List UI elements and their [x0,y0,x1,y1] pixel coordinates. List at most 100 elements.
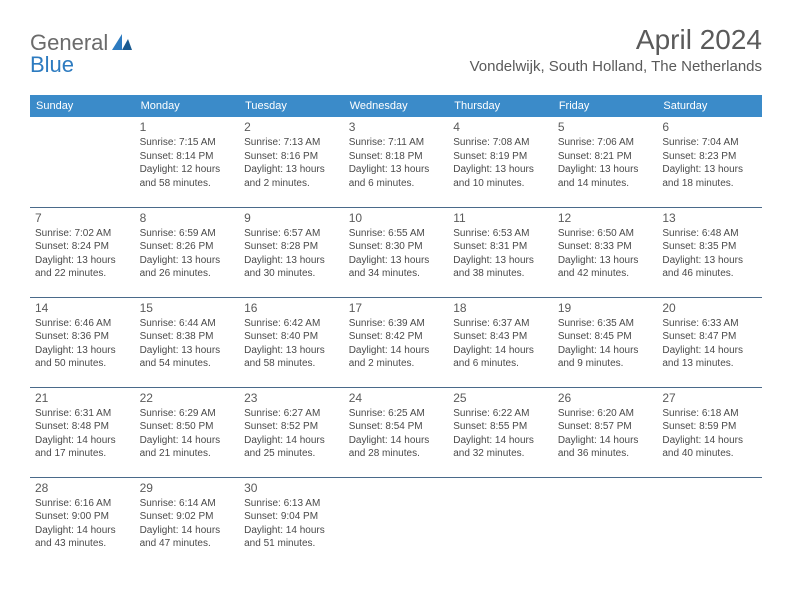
day-info: Sunrise: 6:25 AMSunset: 8:54 PMDaylight:… [349,407,444,461]
header: General April 2024 Vondelwijk, South Hol… [30,24,762,75]
calendar-day-cell: 17 Sunrise: 6:39 AMSunset: 8:42 PMDayligh… [344,297,449,387]
calendar-day-cell [657,477,762,567]
calendar-body: 1 Sunrise: 7:15 AMSunset: 8:14 PMDaylight… [30,117,762,567]
weekday-header: Monday [135,95,240,117]
day-info: Sunrise: 6:46 AMSunset: 8:36 PMDaylight:… [35,317,130,371]
day-info: Sunrise: 7:02 AMSunset: 8:24 PMDaylight:… [35,227,130,281]
calendar-day-cell: 4Sunrise: 7:08 AMSunset: 8:19 PMDaylight… [448,117,553,207]
day-number: 17 [349,301,444,315]
day-number: 15 [140,301,235,315]
calendar-day-cell: 6Sunrise: 7:04 AMSunset: 8:23 PMDaylight… [657,117,762,207]
calendar-day-cell: 11 Sunrise: 6:53 AMSunset: 8:31 PMDayligh… [448,207,553,297]
day-number: 13 [662,211,757,225]
weekday-header: Thursday [448,95,553,117]
calendar-day-cell: 2 Sunrise: 7:13 AMSunset: 8:16 PMDaylight… [239,117,344,207]
logo-text-blue: Blue [30,52,74,78]
day-number: 8 [140,211,235,225]
calendar-day-cell: 30Sunrise: 6:13 AMSunset: 9:04 PMDayligh… [239,477,344,567]
calendar-day-cell: 21 Sunrise: 6:31 AMSunset: 8:48 PMDayligh… [30,387,135,477]
day-number: 1 [140,120,235,134]
day-number: 7 [35,211,130,225]
day-info: Sunrise: 7:08 AMSunset: 8:19 PMDaylight:… [453,136,548,190]
day-info: Sunrise: 6:14 AMSunset: 9:02 PMDaylight:… [140,497,235,551]
day-info: Sunrise: 6:22 AMSunset: 8:55 PMDaylight:… [453,407,548,461]
day-info: Sunrise: 6:35 AMSunset: 8:45 PMDaylight:… [558,317,653,371]
calendar-week-row: 7 Sunrise: 7:02 AMSunset: 8:24 PMDaylight… [30,207,762,297]
day-info: Sunrise: 6:31 AMSunset: 8:48 PMDaylight:… [35,407,130,461]
page: General April 2024 Vondelwijk, South Hol… [0,0,792,567]
calendar-day-cell: 29 Sunrise: 6:14 AMSunset: 9:02 PMDayligh… [135,477,240,567]
calendar-day-cell: 1 Sunrise: 7:15 AMSunset: 8:14 PMDaylight… [135,117,240,207]
weekday-header: Saturday [657,95,762,117]
day-number: 11 [453,211,548,225]
day-number: 12 [558,211,653,225]
calendar-day-cell: 8 Sunrise: 6:59 AMSunset: 8:26 PMDaylight… [135,207,240,297]
day-info: Sunrise: 6:37 AMSunset: 8:43 PMDaylight:… [453,317,548,371]
day-info: Sunrise: 6:33 AMSunset: 8:47 PMDaylight:… [662,317,757,371]
day-info: Sunrise: 6:53 AMSunset: 8:31 PMDaylight:… [453,227,548,281]
weekday-header: Sunday [30,95,135,117]
day-number: 9 [244,211,339,225]
day-number: 19 [558,301,653,315]
weekday-header: Tuesday [239,95,344,117]
day-number: 10 [349,211,444,225]
calendar-day-cell: 23Sunrise: 6:27 AMSunset: 8:52 PMDayligh… [239,387,344,477]
calendar-week-row: 1 Sunrise: 7:15 AMSunset: 8:14 PMDaylight… [30,117,762,207]
day-info: Sunrise: 7:06 AMSunset: 8:21 PMDaylight:… [558,136,653,190]
day-info: Sunrise: 6:57 AMSunset: 8:28 PMDaylight:… [244,227,339,281]
calendar-table: Sunday Monday Tuesday Wednesday Thursday… [30,95,762,567]
day-info: Sunrise: 6:13 AMSunset: 9:04 PMDaylight:… [244,497,339,551]
calendar-day-cell: 16Sunrise: 6:42 AMSunset: 8:40 PMDayligh… [239,297,344,387]
day-info: Sunrise: 6:20 AMSunset: 8:57 PMDaylight:… [558,407,653,461]
day-number: 22 [140,391,235,405]
calendar-day-cell: 26 Sunrise: 6:20 AMSunset: 8:57 PMDayligh… [553,387,658,477]
calendar-day-cell: 20Sunrise: 6:33 AMSunset: 8:47 PMDayligh… [657,297,762,387]
day-number: 25 [453,391,548,405]
weekday-header-row: Sunday Monday Tuesday Wednesday Thursday… [30,95,762,117]
calendar-day-cell: 7 Sunrise: 7:02 AMSunset: 8:24 PMDaylight… [30,207,135,297]
day-info: Sunrise: 6:39 AMSunset: 8:42 PMDaylight:… [349,317,444,371]
day-info: Sunrise: 7:15 AMSunset: 8:14 PMDaylight:… [140,136,235,190]
day-number: 16 [244,301,339,315]
day-number: 27 [662,391,757,405]
calendar-week-row: 28Sunrise: 6:16 AMSunset: 9:00 PMDayligh… [30,477,762,567]
calendar-day-cell: 18 Sunrise: 6:37 AMSunset: 8:43 PMDayligh… [448,297,553,387]
calendar-week-row: 21 Sunrise: 6:31 AMSunset: 8:48 PMDayligh… [30,387,762,477]
day-number: 2 [244,120,339,134]
day-info: Sunrise: 6:59 AMSunset: 8:26 PMDaylight:… [140,227,235,281]
location-subtitle: Vondelwijk, South Holland, The Netherlan… [470,58,762,75]
calendar-day-cell: 22 Sunrise: 6:29 AMSunset: 8:50 PMDayligh… [135,387,240,477]
day-number: 26 [558,391,653,405]
calendar-day-cell: 25 Sunrise: 6:22 AMSunset: 8:55 PMDayligh… [448,387,553,477]
calendar-day-cell: 9 Sunrise: 6:57 AMSunset: 8:28 PMDaylight… [239,207,344,297]
day-info: Sunrise: 6:44 AMSunset: 8:38 PMDaylight:… [140,317,235,371]
calendar-day-cell [553,477,658,567]
day-number: 14 [35,301,130,315]
weekday-header: Friday [553,95,658,117]
calendar-day-cell: 3 Sunrise: 7:11 AMSunset: 8:18 PMDaylight… [344,117,449,207]
day-number: 21 [35,391,130,405]
day-info: Sunrise: 6:29 AMSunset: 8:50 PMDaylight:… [140,407,235,461]
day-number: 23 [244,391,339,405]
day-info: Sunrise: 7:11 AMSunset: 8:18 PMDaylight:… [349,136,444,190]
day-number: 5 [558,120,653,134]
calendar-day-cell: 5 Sunrise: 7:06 AMSunset: 8:21 PMDaylight… [553,117,658,207]
calendar-day-cell: 12 Sunrise: 6:50 AMSunset: 8:33 PMDayligh… [553,207,658,297]
calendar-day-cell: 28Sunrise: 6:16 AMSunset: 9:00 PMDayligh… [30,477,135,567]
calendar-day-cell: 10Sunrise: 6:55 AMSunset: 8:30 PMDayligh… [344,207,449,297]
weekday-header: Wednesday [344,95,449,117]
day-number: 18 [453,301,548,315]
day-number: 29 [140,481,235,495]
calendar-day-cell: 14 Sunrise: 6:46 AMSunset: 8:36 PMDayligh… [30,297,135,387]
calendar-day-cell: 27 Sunrise: 6:18 AMSunset: 8:59 PMDayligh… [657,387,762,477]
day-info: Sunrise: 6:48 AMSunset: 8:35 PMDaylight:… [662,227,757,281]
day-number: 6 [662,120,757,134]
day-number: 24 [349,391,444,405]
calendar-day-cell [30,117,135,207]
day-info: Sunrise: 6:18 AMSunset: 8:59 PMDaylight:… [662,407,757,461]
day-number: 3 [349,120,444,134]
day-info: Sunrise: 6:50 AMSunset: 8:33 PMDaylight:… [558,227,653,281]
day-number: 28 [35,481,130,495]
day-info: Sunrise: 7:13 AMSunset: 8:16 PMDaylight:… [244,136,339,190]
calendar-day-cell: 19 Sunrise: 6:35 AMSunset: 8:45 PMDayligh… [553,297,658,387]
